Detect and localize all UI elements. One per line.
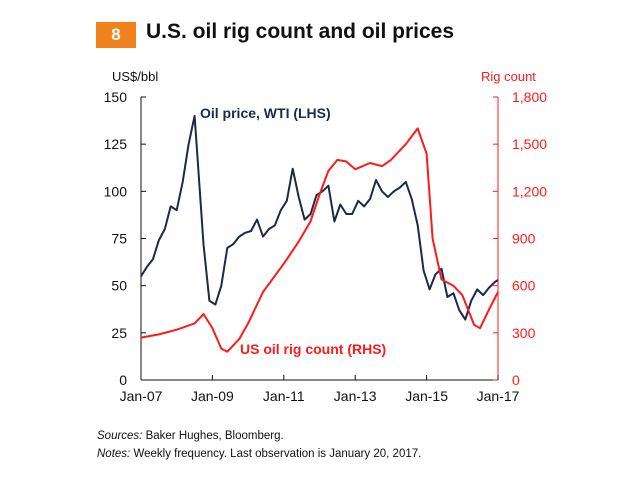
- left-tick-label: 25: [111, 325, 127, 341]
- left-tick-label: 100: [104, 183, 128, 199]
- x-tick-label: Jan-11: [263, 388, 305, 404]
- sources-text: Baker Hughes, Bloomberg.: [142, 430, 284, 442]
- rig-count-line: [140, 127, 499, 353]
- notes-label: Notes:: [97, 448, 131, 460]
- right-axis-unit: Rig count: [481, 69, 536, 84]
- axes-group: [140, 96, 499, 381]
- sources-note: Sources: Baker Hughes, Bloomberg.: [97, 430, 284, 442]
- oil-price-line: [140, 114, 499, 321]
- left-axis-unit: US$/bbl: [112, 69, 158, 84]
- chart-title: U.S. oil rig count and oil prices: [146, 20, 455, 43]
- chart-number-badge: 8: [96, 22, 136, 48]
- labels-group: 0 25 50 75 100 125 150 0 300 600 900 1,200 1,500 1,80…: [104, 69, 548, 404]
- left-tick-label: 0: [119, 372, 127, 388]
- notes-text: Weekly frequency. Last observation is Ja…: [130, 448, 422, 460]
- left-tick-label: 75: [111, 231, 127, 247]
- series-group: [140, 114, 499, 353]
- rig-count-annotation: US oil rig count (RHS): [240, 341, 386, 357]
- left-tick-label: 50: [111, 278, 127, 294]
- sources-label: Sources:: [97, 430, 143, 442]
- x-tick-label: Jan-13: [334, 388, 377, 404]
- x-tick-label: Jan-09: [191, 388, 234, 404]
- left-tick-label: 125: [104, 136, 128, 152]
- x-tick-label: Jan-15: [405, 388, 448, 404]
- x-tick-label: Jan-17: [477, 388, 520, 404]
- right-tick-label: 1,500: [512, 136, 547, 152]
- left-tick-label: 150: [104, 89, 128, 105]
- right-tick-label: 900: [512, 231, 536, 247]
- notes-note: Notes: Weekly frequency. Last observatio…: [97, 448, 421, 460]
- right-tick-label: 1,200: [512, 183, 547, 199]
- oil-price-annotation: Oil price, WTI (LHS): [200, 105, 331, 121]
- right-tick-label: 300: [512, 325, 536, 341]
- right-tick-label: 0: [512, 372, 520, 388]
- right-tick-label: 1,800: [512, 89, 547, 105]
- x-tick-label: Jan-07: [120, 388, 163, 404]
- right-tick-label: 600: [512, 278, 536, 294]
